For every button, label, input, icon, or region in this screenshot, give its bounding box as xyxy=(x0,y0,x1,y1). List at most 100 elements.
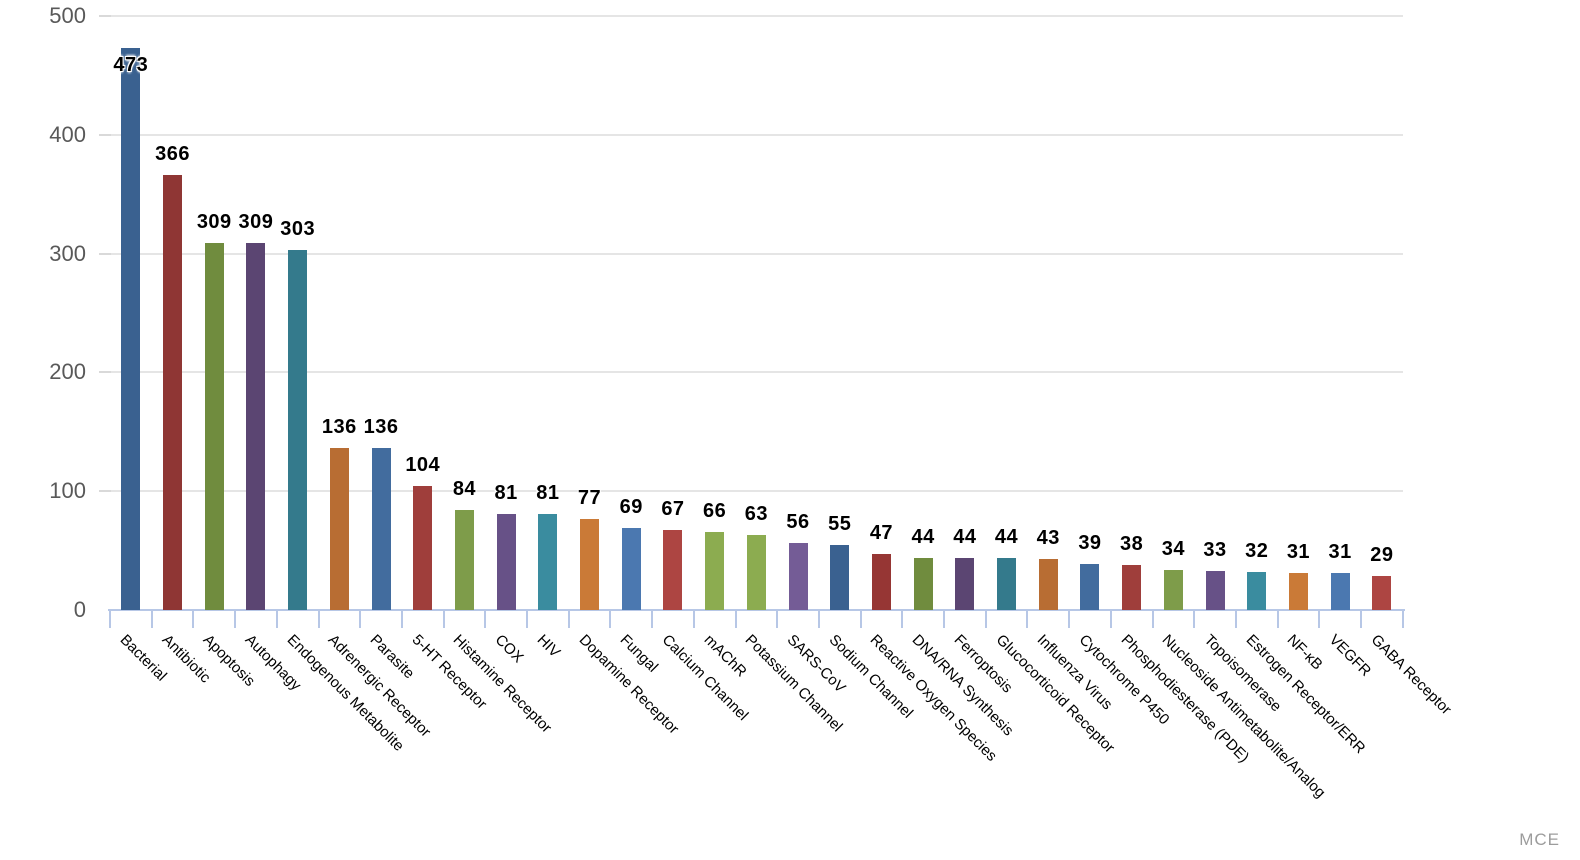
y-gridline-300 xyxy=(111,252,1403,255)
y-gridline-500 xyxy=(111,15,1403,17)
bar-value-label-dna-rna-synthesis: 44 xyxy=(911,526,935,548)
bar-gaba-receptor xyxy=(1372,576,1392,610)
bar-phosphodiesterase-pde xyxy=(1122,565,1142,610)
bar-cytochrome-p450 xyxy=(1080,564,1100,610)
bar-cox xyxy=(496,514,516,610)
y-axis-tick xyxy=(99,252,111,255)
bar-value-label-nf-b: 31 xyxy=(1286,541,1311,563)
y-gridline-400 xyxy=(111,133,1403,136)
watermark-mce: MCE xyxy=(1519,830,1560,849)
x-axis-tick xyxy=(817,610,820,628)
x-axis-tick xyxy=(1109,610,1112,628)
bar-value-label-vegfr: 31 xyxy=(1328,541,1352,563)
bar-value-label-sodium-channel: 55 xyxy=(828,513,852,535)
bar-value-label-estrogen-receptor-err: 32 xyxy=(1245,540,1269,562)
x-axis-tick xyxy=(150,610,153,628)
x-axis-tick xyxy=(109,610,111,628)
bar-value-label-gaba-receptor: 29 xyxy=(1370,544,1394,566)
x-axis-category-label-5-ht-receptor: 5-HT Receptor xyxy=(408,631,490,713)
bar-adrenergic-receptor xyxy=(329,448,349,610)
bar-ferroptosis xyxy=(955,558,975,610)
bar-value-label-potassium-channel: 63 xyxy=(744,503,768,525)
x-axis-tick xyxy=(776,610,779,628)
bar-glucocorticoid-receptor xyxy=(997,558,1017,610)
bar-value-label-5-ht-receptor: 104 xyxy=(405,454,441,476)
x-axis-tick xyxy=(943,610,945,628)
x-axis-tick xyxy=(1068,610,1071,628)
y-gridline-200 xyxy=(111,371,1403,374)
bar-value-label-glucocorticoid-receptor: 44 xyxy=(994,526,1019,548)
bar-value-label-apoptosis: 309 xyxy=(196,211,232,233)
bar-antibiotic xyxy=(163,175,183,610)
bar-autophagy xyxy=(246,243,266,610)
x-axis-tick xyxy=(901,610,904,628)
bar-value-label-parasite: 136 xyxy=(363,416,399,438)
bar-5-ht-receptor xyxy=(413,486,433,610)
bar-parasite xyxy=(371,448,391,610)
y-axis-tick-label: 200 xyxy=(49,359,86,385)
bar-hiv xyxy=(538,514,558,610)
x-axis-category-label-cox: COX xyxy=(491,631,527,667)
x-axis-category-label-hiv: HIV xyxy=(533,631,564,662)
y-axis-tick xyxy=(99,490,111,493)
bar-value-label-reactive-oxygen-species: 47 xyxy=(869,522,894,544)
bar-value-label-hiv: 81 xyxy=(536,482,560,504)
x-axis-tick xyxy=(1276,610,1279,628)
x-axis-tick xyxy=(1193,610,1196,628)
x-axis-tick xyxy=(692,610,695,628)
bar-nucleoside-antimetabolite-analog xyxy=(1163,570,1183,610)
x-axis-tick xyxy=(609,610,612,628)
x-axis-tick xyxy=(1026,610,1029,628)
x-axis-tick xyxy=(359,610,362,628)
bar-histamine-receptor xyxy=(454,510,474,610)
x-axis-tick xyxy=(317,610,320,628)
x-axis-tick xyxy=(1318,610,1321,628)
x-axis-line xyxy=(108,609,1405,611)
bar-influenza-virus xyxy=(1038,559,1058,610)
y-axis-tick-label: 100 xyxy=(49,478,86,504)
y-axis-tick xyxy=(99,133,111,136)
x-axis-tick xyxy=(1234,610,1237,628)
bar-value-label-sars-cov: 56 xyxy=(786,511,810,533)
y-axis-tick xyxy=(99,371,111,374)
x-axis-category-label-gaba-receptor: GABA Receptor xyxy=(1367,631,1455,719)
bar-reactive-oxygen-species xyxy=(871,554,891,610)
bar-calcium-channel xyxy=(663,530,683,610)
x-axis-tick xyxy=(400,610,403,628)
x-axis-tick xyxy=(484,610,487,628)
bar-value-label-cox: 81 xyxy=(494,482,518,504)
x-axis-tick xyxy=(526,610,528,628)
x-axis-tick xyxy=(734,610,737,628)
bar-value-label-bacterial: 473 xyxy=(113,54,149,76)
bar-fungal xyxy=(621,528,641,610)
bar-value-label-adrenergic-receptor: 136 xyxy=(321,416,357,438)
bar-topoisomerase xyxy=(1205,571,1225,610)
bar-value-label-fungal: 69 xyxy=(619,496,643,518)
bar-value-label-topoisomerase: 33 xyxy=(1203,539,1227,561)
y-axis-tick-label: 0 xyxy=(73,597,86,622)
x-axis-tick xyxy=(1360,610,1362,628)
bar-nf-b xyxy=(1288,573,1308,610)
x-axis-category-label-vegfr: VEGFR xyxy=(1325,631,1375,680)
bar-value-label-autophagy: 309 xyxy=(238,211,274,233)
bar-machr xyxy=(705,532,725,610)
y-axis-tick xyxy=(99,15,111,17)
bar-apoptosis xyxy=(204,243,224,610)
bar-value-label-nucleoside-antimetabolite-analog: 34 xyxy=(1161,538,1185,560)
x-axis-tick xyxy=(567,610,570,628)
bar-value-label-machr: 66 xyxy=(703,500,727,522)
bar-endogenous-metabolite xyxy=(288,250,308,610)
x-axis-tick xyxy=(1401,610,1404,628)
bar-vegfr xyxy=(1330,573,1350,610)
y-axis-tick-label: 500 xyxy=(49,3,86,28)
x-axis-tick xyxy=(234,610,237,628)
bar-value-label-histamine-receptor: 84 xyxy=(452,478,477,500)
y-axis-tick-label: 400 xyxy=(49,121,86,147)
bar-sars-cov xyxy=(788,543,808,610)
x-axis-tick xyxy=(442,610,445,628)
bar-value-label-ferroptosis: 44 xyxy=(953,526,977,548)
x-axis-tick xyxy=(192,610,195,628)
bar-potassium-channel xyxy=(746,535,766,610)
